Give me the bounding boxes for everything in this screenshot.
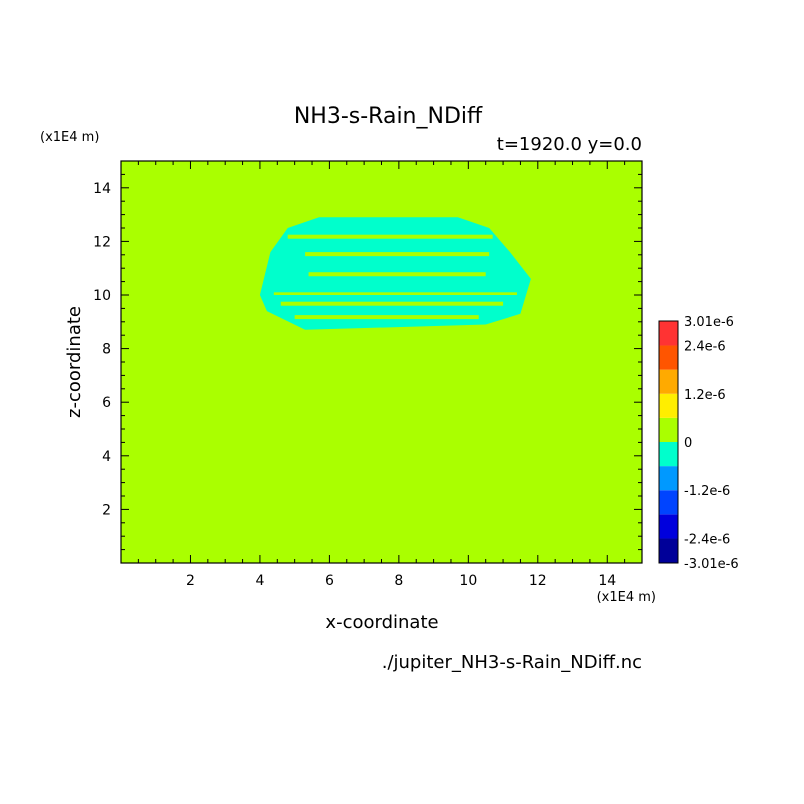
y-tick-label: 10 [93, 288, 111, 304]
colorbar-segment [659, 393, 678, 418]
y-tick-label: 2 [102, 502, 111, 518]
colorbar-label: 3.01e-6 [684, 315, 734, 330]
x-tick-label: 6 [325, 573, 334, 589]
colorbar-segment [659, 514, 678, 539]
colorbar-segment [659, 490, 678, 515]
y-tick-label: 8 [102, 342, 111, 358]
colorbar-label: 1.2e-6 [684, 388, 726, 403]
y-tick-label: 12 [93, 234, 111, 250]
colorbar-label: -2.4e-6 [684, 532, 730, 547]
y-axis-unit: (x1E4 m) [40, 130, 99, 145]
colorbar-segment [659, 369, 678, 394]
anomaly-band [287, 234, 493, 239]
y-tick-label: 4 [102, 449, 111, 465]
x-tick-label: 2 [186, 573, 195, 589]
colorbar-segment [659, 345, 678, 370]
colorbar: 3.01e-6 2.4e-6 1.2e-6 0 -1.2e-6 -2.4e-6 -3.01e… [658, 315, 739, 572]
x-tick-label: 8 [394, 573, 403, 589]
colorbar-segment [659, 538, 678, 563]
x-tick-label: 14 [598, 573, 616, 589]
colorbar-label: 0 [684, 436, 692, 451]
colorbar-label: -3.01e-6 [684, 557, 739, 572]
anomaly-band [294, 315, 479, 320]
colorbar-segment [659, 321, 678, 346]
y-tick-label: 6 [102, 395, 111, 411]
y-axis-label: z-coordinate [64, 306, 85, 418]
x-tick-label: 12 [529, 573, 547, 589]
chart-subtitle: t=1920.0 y=0.0 [497, 134, 642, 155]
anomaly-band [280, 301, 504, 306]
colorbar-segment [659, 442, 678, 467]
colorbar-label: -1.2e-6 [684, 484, 730, 499]
colorbar-frame [658, 320, 679, 564]
plot-area: 2 4 6 8 10 12 14 2 4 6 8 10 12 14 [93, 160, 643, 589]
x-axis-label: x-coordinate [325, 612, 438, 633]
anomaly-band [305, 252, 490, 257]
chart-title: NH3-s-Rain_NDiff [294, 104, 483, 129]
colorbar-label: 2.4e-6 [684, 340, 726, 355]
y-tick-label: 14 [93, 181, 111, 197]
colorbar-segment [659, 417, 678, 442]
anomaly-band [308, 272, 486, 277]
colorbar-segment [659, 466, 678, 491]
source-file-label: ./jupiter_NH3-s-Rain_NDiff.nc [382, 652, 642, 673]
x-axis-unit: (x1E4 m) [597, 590, 656, 605]
anomaly-band [273, 292, 517, 295]
x-tick-label: 10 [459, 573, 477, 589]
x-tick-label: 4 [255, 573, 264, 589]
